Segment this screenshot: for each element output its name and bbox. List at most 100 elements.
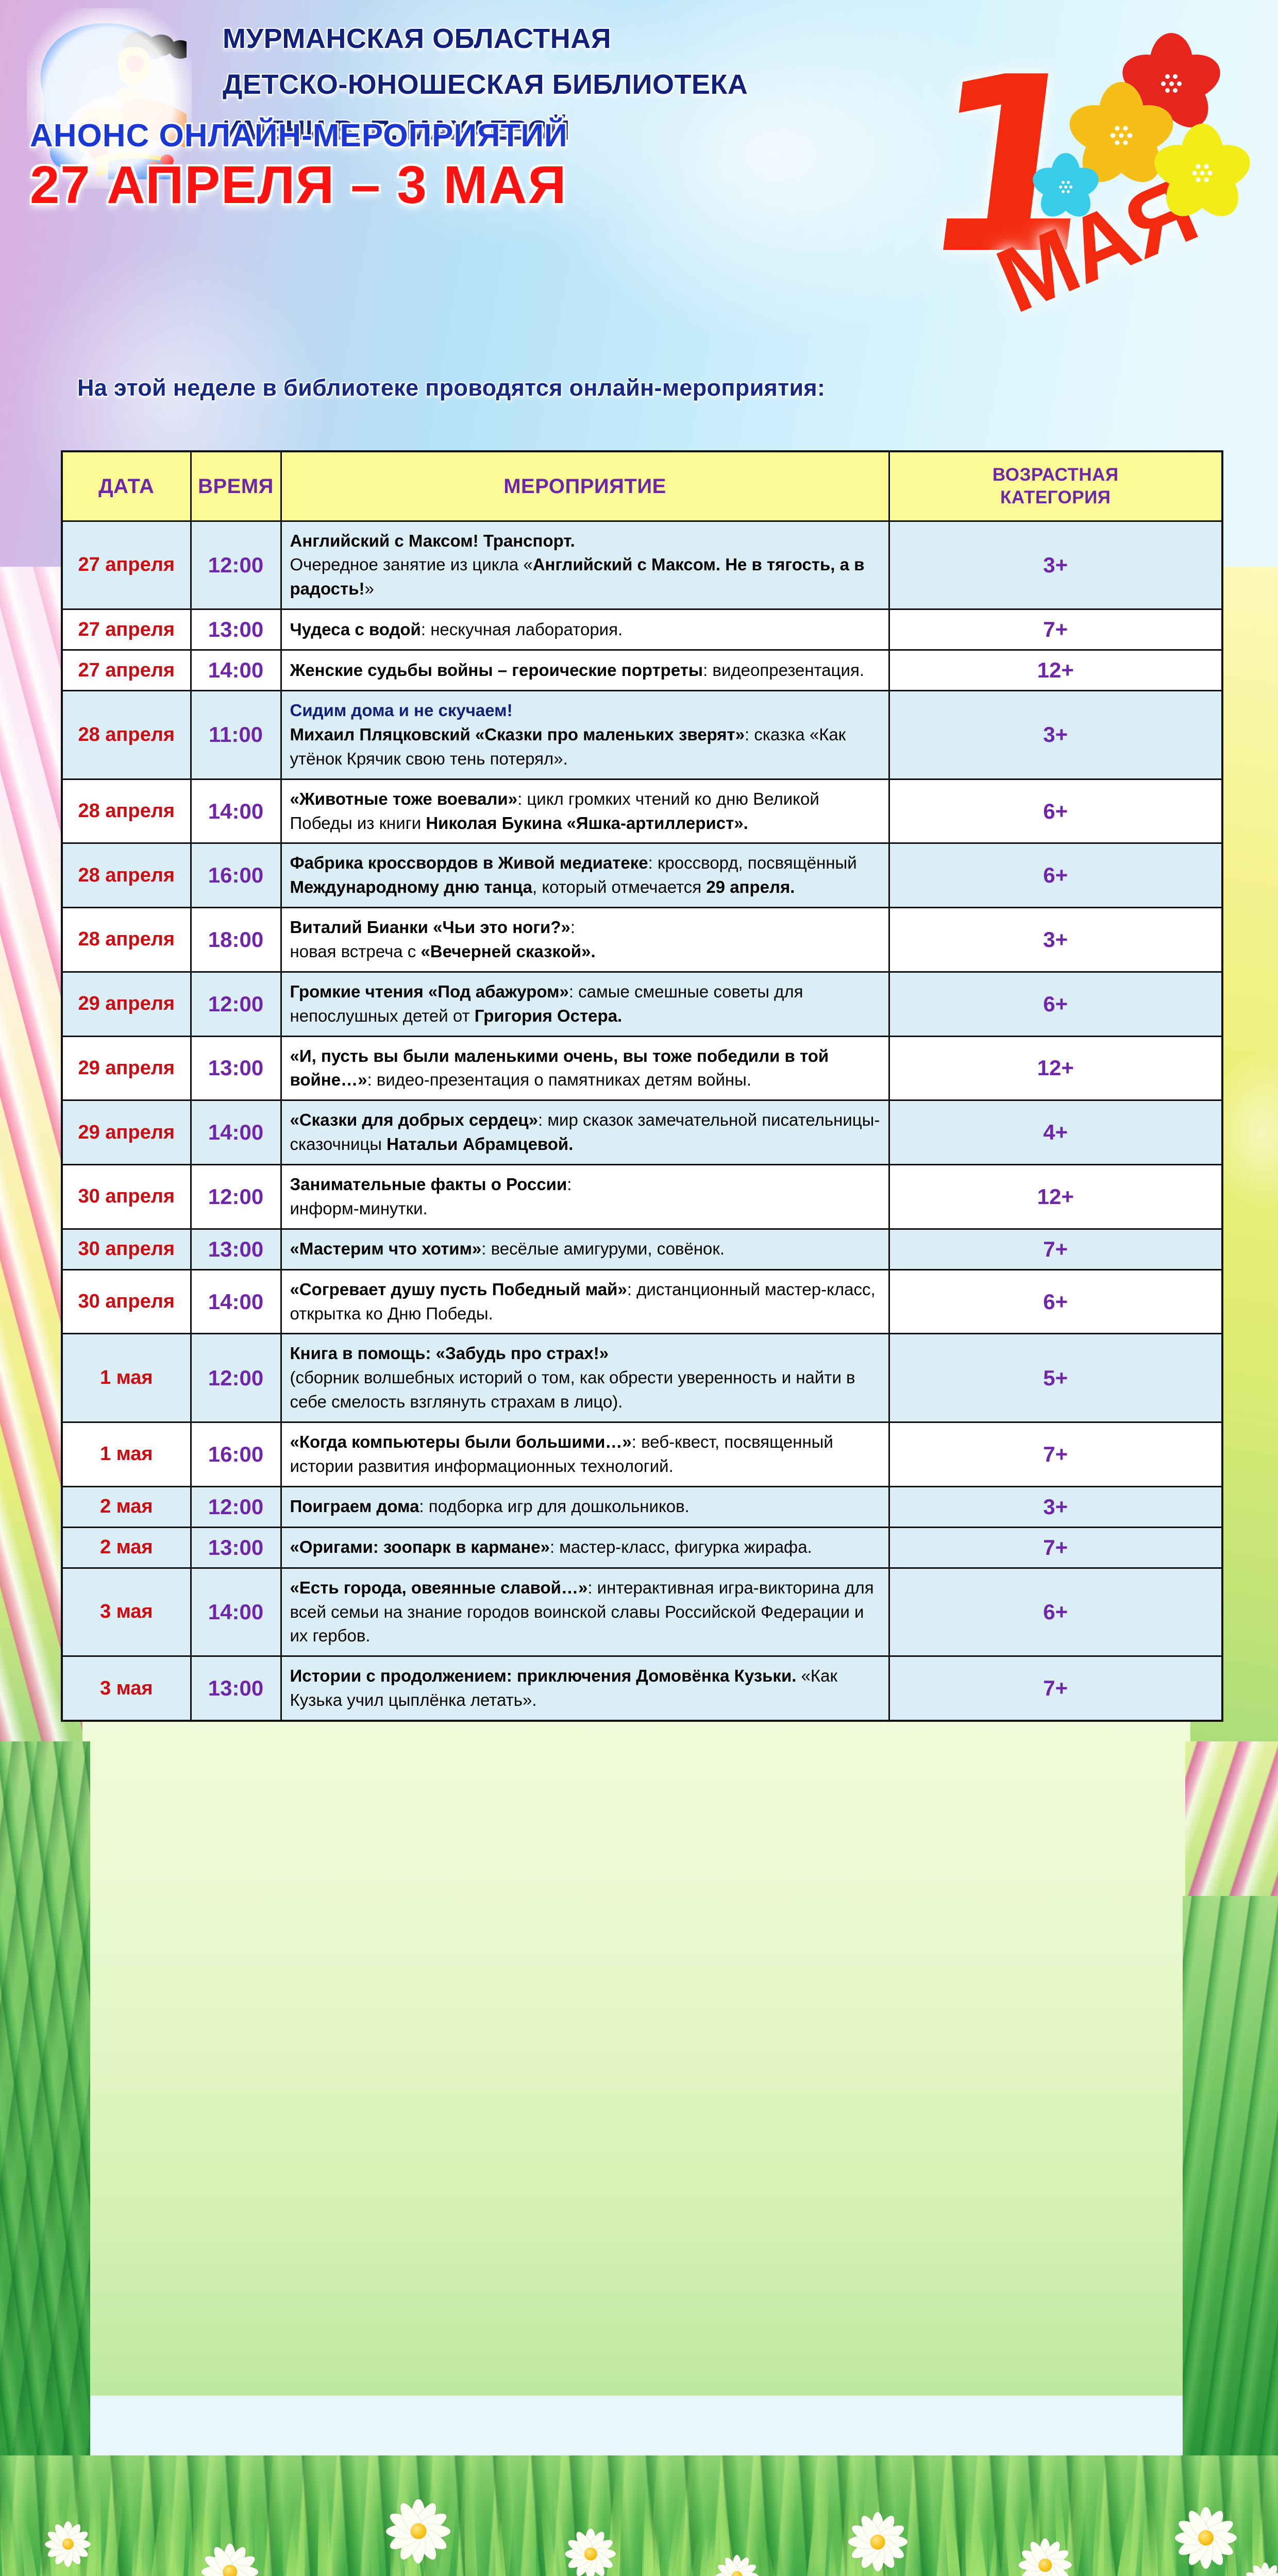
cell-event-description: Громкие чтения «Под абажуром»: самые сме… bbox=[280, 971, 890, 1037]
schedule-table-head: ДАТА ВРЕМЯ МЕРОПРИЯТИЕ ВОЗРАСТНАЯ КАТЕГО… bbox=[61, 450, 1223, 522]
cell-age-category: 7+ bbox=[888, 1655, 1223, 1722]
table-row: 1 мая 12:00 Книга в помощь: «Забудь про ст… bbox=[61, 1333, 1223, 1423]
table-row: 29 апреля 13:00 «И, пусть вы были маленьки… bbox=[61, 1035, 1223, 1101]
cell-time: 13:00 bbox=[190, 608, 282, 651]
cell-date: 1 мая bbox=[61, 1333, 192, 1423]
cell-age-category: 12+ bbox=[888, 649, 1223, 692]
date-range-heading: 27 АПРЕЛЯ – 3 МАЯ bbox=[30, 155, 567, 214]
cell-age-category: 7+ bbox=[888, 1228, 1223, 1270]
cell-time: 14:00 bbox=[190, 1268, 282, 1335]
daisy-flower-icon bbox=[715, 2555, 759, 2576]
table-row: 29 апреля 12:00 Громкие чтения «Под абажур… bbox=[61, 971, 1223, 1037]
table-row: 3 мая 14:00 «Есть города, овеянные славой…… bbox=[61, 1567, 1223, 1657]
cell-event-description: Книга в помощь: «Забудь про страх!» (сбор… bbox=[280, 1333, 890, 1423]
daisy-flower-icon bbox=[848, 2512, 907, 2572]
cell-date: 29 апреля bbox=[61, 1099, 192, 1165]
cell-age-category: 7+ bbox=[888, 1526, 1223, 1569]
col-header-time: ВРЕМЯ bbox=[190, 450, 282, 522]
cell-date: 28 апреля bbox=[61, 690, 192, 780]
table-row: 2 мая 12:00 Поиграем дома: подборка игр дл… bbox=[61, 1485, 1223, 1528]
table-row: 27 апреля 12:00 Английский с Максом! Транс… bbox=[61, 520, 1223, 611]
cell-event-description: «И, пусть вы были маленькими очень, вы т… bbox=[280, 1035, 890, 1101]
cell-age-category: 6+ bbox=[888, 1567, 1223, 1657]
week-subheading: На этой неделе в библиотеке проводятся о… bbox=[77, 375, 826, 401]
cell-age-category: 12+ bbox=[888, 1035, 1223, 1101]
left-grass-border bbox=[0, 1741, 90, 2463]
table-row: 1 мая 16:00 «Когда компьютеры были большим… bbox=[61, 1421, 1223, 1487]
cell-age-category: 3+ bbox=[888, 690, 1223, 780]
cell-age-category: 5+ bbox=[888, 1333, 1223, 1423]
cell-event-description: «Когда компьютеры были большими…»: веб-к… bbox=[280, 1421, 890, 1487]
col-header-age-line2: КАТЕГОРИЯ bbox=[1000, 487, 1111, 507]
reading-child-logo-icon bbox=[27, 8, 192, 189]
cell-event-description: Виталий Бианки «Чьи это ноги?»: новая вст… bbox=[280, 907, 890, 973]
flower-cyan-icon bbox=[1029, 153, 1103, 223]
schedule-table-wrapper: ДАТА ВРЕМЯ МЕРОПРИЯТИЕ ВОЗРАСТНАЯ КАТЕГО… bbox=[61, 450, 1223, 1722]
cell-date: 27 апреля bbox=[61, 520, 192, 611]
col-header-date: ДАТА bbox=[61, 450, 192, 522]
table-row: 30 апреля 14:00 «Согревает душу пусть Побе… bbox=[61, 1268, 1223, 1335]
header-row: ДАТА ВРЕМЯ МЕРОПРИЯТИЕ ВОЗРАСТНАЯ КАТЕГО… bbox=[61, 450, 1223, 522]
cell-event-description: «Согревает душу пусть Победный май»: дис… bbox=[280, 1268, 890, 1335]
table-row: 27 апреля 13:00 Чудеса с водой: нескучная … bbox=[61, 608, 1223, 651]
cell-date: 29 апреля bbox=[61, 1035, 192, 1101]
cell-time: 13:00 bbox=[190, 1035, 282, 1101]
cell-date: 1 мая bbox=[61, 1421, 192, 1487]
grass-blade bbox=[369, 2505, 383, 2576]
table-row: 3 мая 13:00 Истории с продолжением: приклю… bbox=[61, 1655, 1223, 1722]
cell-event-description: Истории с продолжением: приключения Домо… bbox=[280, 1655, 890, 1722]
right-grass-border bbox=[1183, 1896, 1278, 2463]
may-first-emblem: 1 МАЯ bbox=[894, 5, 1265, 361]
flower-yellow-icon bbox=[1149, 123, 1256, 226]
org-line-1: МУРМАНСКАЯ ОБЛАСТНАЯ bbox=[223, 23, 612, 54]
daisy-flower-icon bbox=[386, 2499, 451, 2564]
cell-age-category: 6+ bbox=[888, 842, 1223, 909]
schedule-table: ДАТА ВРЕМЯ МЕРОПРИЯТИЕ ВОЗРАСТНАЯ КАТЕГО… bbox=[61, 450, 1223, 1722]
cell-time: 12:00 bbox=[190, 1333, 282, 1423]
cell-event-description: «Есть города, овеянные славой…»: интерак… bbox=[280, 1567, 890, 1657]
table-row: 28 апреля 16:00 Фабрика кроссвордов в Живо… bbox=[61, 842, 1223, 909]
cell-time: 14:00 bbox=[190, 778, 282, 844]
table-row: 28 апреля 18:00 Виталий Бианки «Чьи это но… bbox=[61, 907, 1223, 973]
org-line-2: ДЕТСКО-ЮНОШЕСКАЯ БИБЛИОТЕКА bbox=[223, 69, 748, 100]
cell-event-description: Поиграем дома: подборка игр для дошкольн… bbox=[280, 1485, 890, 1528]
cell-event-description: «Оригами: зоопарк в кармане»: мастер-кла… bbox=[280, 1526, 890, 1569]
cell-date: 27 апреля bbox=[61, 608, 192, 651]
table-row: 28 апреля 14:00 «Животные тоже воевали»: ц… bbox=[61, 778, 1223, 844]
table-row: 30 апреля 13:00 «Мастерим что хотим»: весё… bbox=[61, 1228, 1223, 1270]
cell-event-description: «Мастерим что хотим»: весёлые амигуруми,… bbox=[280, 1228, 890, 1270]
cell-date: 29 апреля bbox=[61, 971, 192, 1037]
cell-date: 28 апреля bbox=[61, 778, 192, 844]
organization-title: МУРМАНСКАЯ ОБЛАСТНАЯ ДЕТСКО-ЮНОШЕСКАЯ БИ… bbox=[223, 25, 882, 162]
cell-time: 13:00 bbox=[190, 1655, 282, 1722]
cell-date: 28 апреля bbox=[61, 842, 192, 909]
table-row: 2 мая 13:00 «Оригами: зоопарк в кармане»: … bbox=[61, 1526, 1223, 1569]
grass-blade bbox=[250, 2496, 274, 2576]
cell-age-category: 7+ bbox=[888, 1421, 1223, 1487]
table-row: 30 апреля 12:00 Занимательные факты о Росс… bbox=[61, 1163, 1223, 1230]
grass-blade bbox=[902, 2562, 924, 2576]
cell-time: 13:00 bbox=[190, 1526, 282, 1569]
cell-event-description: Английский с Максом! Транспорт. Очередное… bbox=[280, 520, 890, 611]
table-row: 29 апреля 14:00 «Сказки для добрых сердец»… bbox=[61, 1099, 1223, 1165]
poster-header: МУРМАНСКАЯ ОБЛАСТНАЯ ДЕТСКО-ЮНОШЕСКАЯ БИ… bbox=[0, 0, 1278, 371]
daisy-flower-icon bbox=[1175, 2507, 1237, 2569]
cell-age-category: 3+ bbox=[888, 520, 1223, 611]
cell-age-category: 7+ bbox=[888, 608, 1223, 651]
table-row: 27 апреля 14:00 Женские судьбы войны – гер… bbox=[61, 649, 1223, 692]
cell-date: 30 апреля bbox=[61, 1163, 192, 1230]
daisy-flower-icon bbox=[1244, 2563, 1278, 2576]
cell-age-category: 6+ bbox=[888, 778, 1223, 844]
schedule-table-body: 27 апреля 12:00 Английский с Максом! Транс… bbox=[61, 520, 1223, 1722]
cell-event-description: Фабрика кроссвордов в Живой медиатеке: к… bbox=[280, 842, 890, 909]
cell-time: 12:00 bbox=[190, 971, 282, 1037]
daisy-flower-icon bbox=[45, 2521, 91, 2567]
bottom-grass-band bbox=[0, 2455, 1278, 2576]
cell-age-category: 3+ bbox=[888, 1485, 1223, 1528]
flower-red-icon bbox=[1116, 32, 1226, 137]
flower-orange-icon bbox=[1063, 81, 1180, 193]
cell-time: 16:00 bbox=[190, 842, 282, 909]
col-header-age-line1: ВОЗРАСТНАЯ bbox=[992, 465, 1119, 485]
cell-age-category: 6+ bbox=[888, 971, 1223, 1037]
col-header-age: ВОЗРАСТНАЯ КАТЕГОРИЯ bbox=[888, 450, 1223, 522]
